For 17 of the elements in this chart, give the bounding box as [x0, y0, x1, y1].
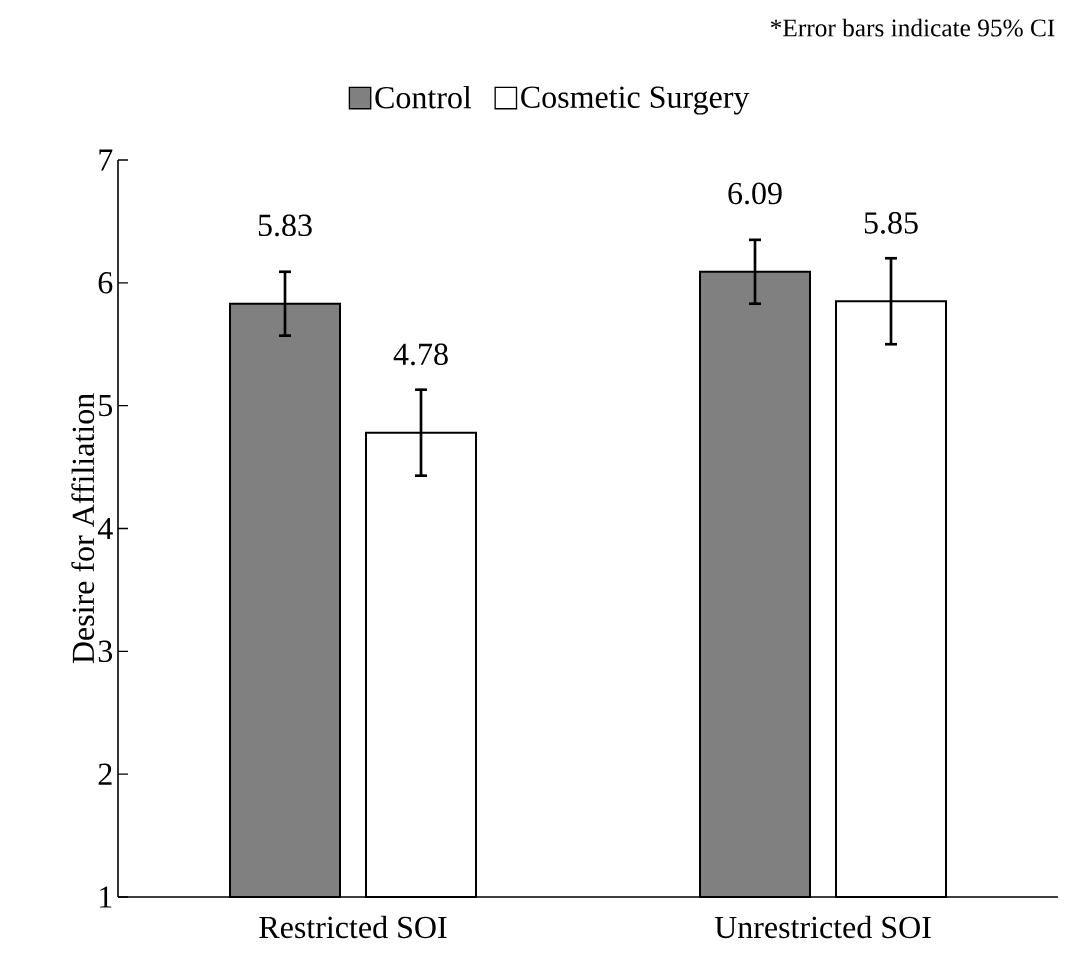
data-label: 5.83	[258, 214, 312, 237]
legend-label: Control	[375, 85, 472, 109]
x-tick-label: Restricted SOI	[259, 915, 447, 939]
data-label: 5.85	[864, 212, 918, 234]
y-axis-title: Desire for Affiliation	[71, 393, 95, 664]
x-tick-label: Unrestricted SOI	[714, 915, 931, 939]
y-tick-label: 5	[99, 395, 113, 417]
text: *Error bars indicate 95% CI	[770, 18, 1055, 37]
y-tick-label: 1	[100, 886, 112, 908]
y-tick-label: 3	[98, 640, 113, 663]
data-label: 4.78	[393, 343, 448, 366]
y-tick-label: 2	[98, 763, 112, 785]
y-tick-label: 7	[99, 149, 113, 171]
data-label: 6.09	[728, 182, 782, 205]
y-tick-label: 4	[97, 517, 113, 540]
y-tick-label: 6	[98, 272, 113, 294]
legend-label: Cosmetic Surgery	[521, 86, 750, 115]
